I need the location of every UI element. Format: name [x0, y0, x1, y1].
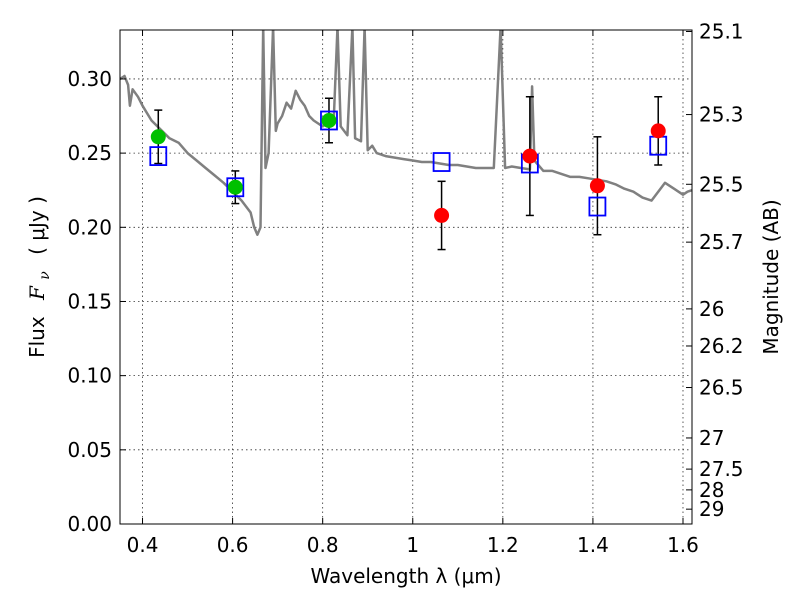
right-tick-label: 25.1 — [699, 19, 744, 43]
data-point — [589, 178, 605, 194]
y-tick-label: 0.05 — [67, 438, 112, 462]
points-layer — [149, 96, 668, 251]
x-tick-label: 1.4 — [577, 533, 609, 557]
x-tick-label: 1.2 — [487, 533, 519, 557]
y-tick-label: 0.25 — [67, 141, 112, 165]
right-tick-label: 28 — [699, 478, 724, 502]
x-tick-label: 0.4 — [127, 533, 159, 557]
model-square — [226, 177, 245, 198]
data-point — [150, 129, 166, 145]
x-tick-label: 0.6 — [217, 533, 249, 557]
right-tick-label: 25.7 — [699, 230, 744, 254]
flux-unit: ( μJy ) — [25, 196, 49, 255]
y-tick-label: 0.15 — [67, 289, 112, 313]
right-tick-label: 25.3 — [699, 103, 744, 127]
data-point — [650, 123, 666, 139]
right-tick-label: 26.5 — [699, 376, 744, 400]
model-square — [320, 110, 338, 131]
x-tick-label: 1.6 — [667, 533, 699, 557]
y-tick-label: 0.30 — [67, 67, 112, 91]
right-tick-label: 27 — [699, 426, 724, 450]
right-tick-label: 29 — [699, 497, 724, 521]
grid — [120, 30, 692, 524]
data-point — [227, 179, 243, 195]
flux-subscript: ν — [37, 271, 53, 280]
y-tick-label: 0.00 — [67, 512, 112, 536]
y-axis-label-right: Magnitude (AB) — [759, 199, 783, 354]
y-tick-label: 0.20 — [67, 215, 112, 239]
flux-symbol: F — [25, 285, 49, 301]
data-point — [522, 148, 538, 164]
spectrum-layer — [120, 30, 692, 236]
model-square — [588, 196, 607, 217]
svg-text:Flux F ν ( μ: Flux F ν ( μJy ) — [25, 196, 54, 358]
right-tick-label: 26 — [699, 297, 724, 321]
model-square — [432, 152, 451, 172]
y-tick-label: 0.10 — [67, 364, 112, 388]
y-axis-label-left: Flux F ν ( μJy ) — [25, 196, 54, 358]
x-axis-label: Wavelength λ (μm) — [310, 564, 501, 588]
data-point — [321, 112, 337, 128]
spectrum-line — [120, 30, 692, 236]
right-tick-label: 25.5 — [699, 172, 744, 196]
model-square — [149, 146, 168, 166]
plot-frame — [119, 29, 693, 525]
x-tick-label: 0.8 — [307, 533, 339, 557]
y-axis-label-text: Flux — [25, 316, 49, 358]
right-tick-label: 26.2 — [699, 334, 744, 358]
ticks: 0.4 0.6 0.8 1 1.2 1.4 1.6 0.00 0.05 0.10 0.15 0.20 0… — [67, 19, 743, 557]
data-point — [434, 207, 450, 223]
x-tick-label: 1 — [406, 533, 419, 557]
right-tick-label: 27.5 — [699, 457, 744, 481]
